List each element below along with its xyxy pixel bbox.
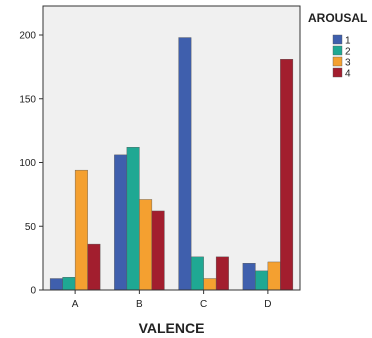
y-tick-label: 100	[19, 158, 36, 169]
y-tick-label: 50	[25, 222, 37, 233]
legend-swatch-1	[332, 34, 343, 45]
legend-label-2: 2	[345, 47, 351, 58]
bar-B-series-2	[126, 146, 140, 291]
bar-A-series-4	[87, 243, 101, 291]
x-tick-label: C	[200, 299, 207, 310]
legend-label-3: 3	[345, 58, 351, 69]
bar-D-series-1	[242, 263, 256, 291]
bar-C-series-1	[178, 37, 192, 291]
y-tick-label: 150	[19, 94, 36, 105]
bar-B-series-3	[139, 199, 153, 291]
x-axis: A B C D	[43, 289, 300, 310]
y-axis: 0 50 100 150 200	[19, 6, 44, 297]
bar-A-series-1	[49, 278, 63, 291]
legend-label-1: 1	[345, 36, 351, 47]
bar-C-series-4	[215, 256, 229, 291]
legend-title: AROUSAL	[308, 11, 367, 25]
bar-B-series-1	[114, 154, 128, 291]
y-tick-label: 200	[19, 31, 36, 42]
bar-C-series-3	[203, 278, 217, 291]
bar-D-series-2	[255, 270, 269, 291]
legend-swatch-4	[332, 67, 343, 78]
x-tick-label: D	[264, 299, 271, 310]
legend-swatch-3	[332, 56, 343, 67]
bar-D-series-4	[280, 59, 294, 291]
x-tick-label: B	[136, 299, 143, 310]
y-tick-label: 0	[30, 286, 36, 297]
bar-A-series-2	[62, 277, 76, 291]
bar-A-series-3	[74, 169, 88, 291]
x-tick-label: A	[72, 299, 79, 310]
bar-C-series-2	[190, 256, 204, 291]
legend-label-4: 4	[345, 69, 351, 80]
bars-layer	[49, 37, 294, 291]
bar-B-series-4	[151, 210, 165, 291]
legend-swatch-2	[332, 45, 343, 56]
bar-D-series-3	[267, 261, 281, 291]
x-axis-title: VALENCE	[139, 320, 205, 336]
